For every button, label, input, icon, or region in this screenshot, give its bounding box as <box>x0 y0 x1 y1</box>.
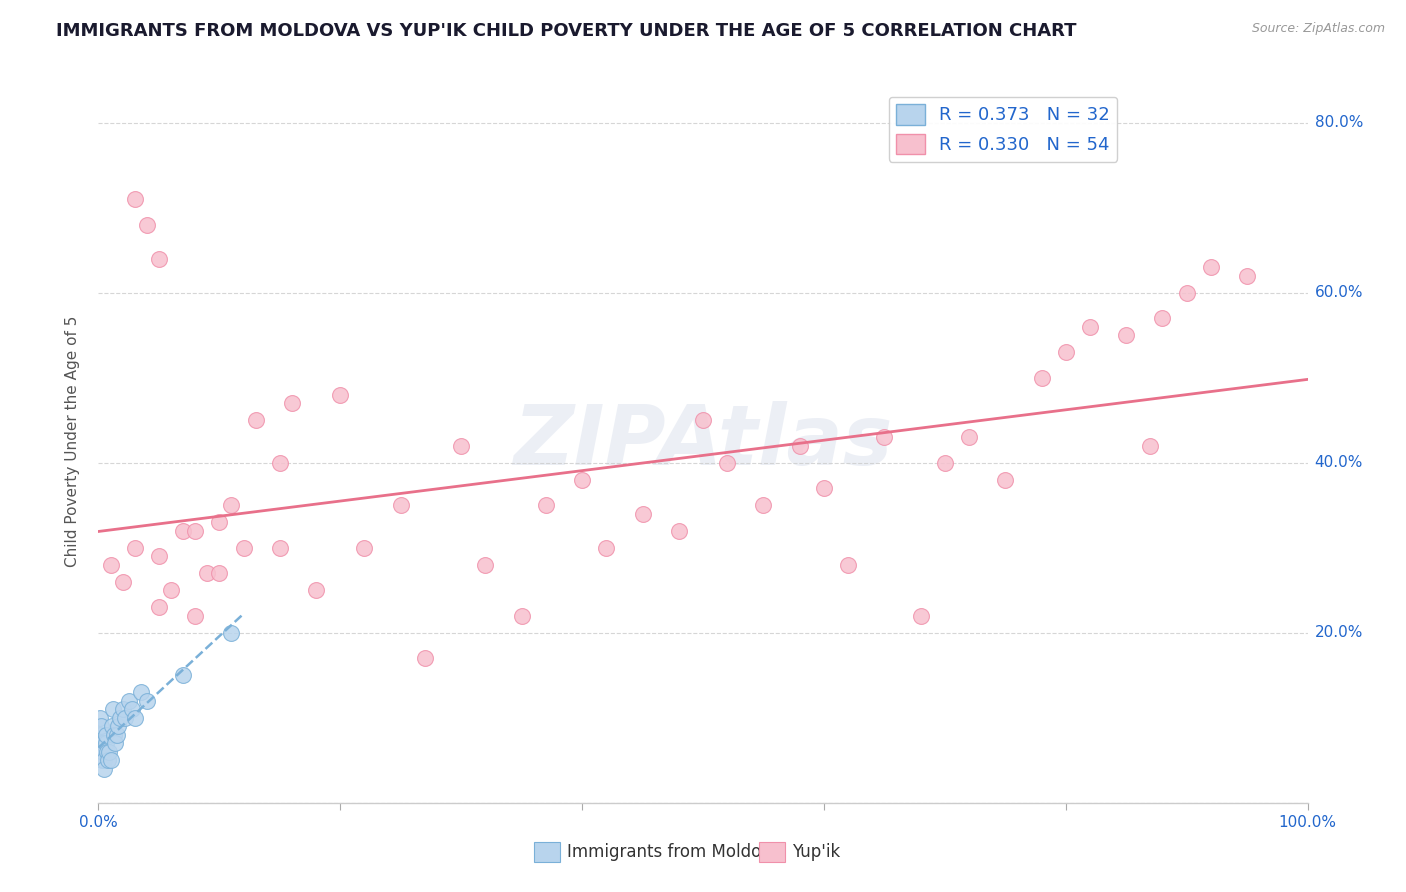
Point <box>97 753 120 767</box>
Point <box>98 745 121 759</box>
Point <box>208 566 231 581</box>
Y-axis label: Child Poverty Under the Age of 5: Child Poverty Under the Age of 5 <box>65 316 80 567</box>
Point <box>172 524 194 538</box>
Point <box>111 574 134 589</box>
Point <box>994 473 1017 487</box>
Point <box>1054 345 1077 359</box>
Point <box>160 583 183 598</box>
Point <box>91 745 114 759</box>
Point <box>957 430 980 444</box>
Point <box>184 524 207 538</box>
Point <box>837 558 859 572</box>
Point <box>305 583 328 598</box>
Point <box>1199 260 1222 275</box>
Point <box>389 498 412 512</box>
Point <box>124 541 146 555</box>
Point <box>571 473 593 487</box>
Point <box>148 549 170 564</box>
Point <box>124 192 146 206</box>
Point <box>813 481 835 495</box>
Point <box>510 608 533 623</box>
Point <box>118 694 141 708</box>
Point <box>105 728 128 742</box>
Point <box>94 728 117 742</box>
Point <box>129 685 152 699</box>
Point <box>96 745 118 759</box>
Point <box>1115 328 1137 343</box>
Point <box>184 608 207 623</box>
Point <box>91 753 114 767</box>
Text: 80.0%: 80.0% <box>1315 115 1362 130</box>
Point <box>450 439 472 453</box>
Text: Immigrants from Moldova: Immigrants from Moldova <box>567 843 780 861</box>
Point <box>100 753 122 767</box>
Point <box>716 456 738 470</box>
Point <box>91 745 114 759</box>
Point <box>100 558 122 572</box>
Point <box>1236 268 1258 283</box>
Point <box>1078 319 1101 334</box>
Point <box>195 566 218 581</box>
Point <box>232 541 254 555</box>
Point <box>148 252 170 266</box>
Point <box>89 728 111 742</box>
Text: IMMIGRANTS FROM MOLDOVA VS YUP'IK CHILD POVERTY UNDER THE AGE OF 5 CORRELATION C: IMMIGRANTS FROM MOLDOVA VS YUP'IK CHILD … <box>56 22 1077 40</box>
Text: Yup'ik: Yup'ik <box>792 843 839 861</box>
Point <box>245 413 267 427</box>
Text: 60.0%: 60.0% <box>1315 285 1362 301</box>
Point <box>90 719 112 733</box>
Point <box>94 736 117 750</box>
Point <box>221 625 243 640</box>
Point <box>89 711 111 725</box>
Point <box>1175 285 1198 300</box>
Point <box>135 694 157 708</box>
Text: 40.0%: 40.0% <box>1315 455 1362 470</box>
Point <box>269 541 291 555</box>
Point <box>124 711 146 725</box>
Point <box>172 668 194 682</box>
Point <box>121 702 143 716</box>
Point <box>873 430 896 444</box>
Point <box>100 719 122 733</box>
Point <box>1139 439 1161 453</box>
Point <box>631 507 654 521</box>
Text: ZIPAtlas: ZIPAtlas <box>513 401 893 482</box>
Point <box>108 711 131 725</box>
Point <box>789 439 811 453</box>
Text: 20.0%: 20.0% <box>1315 625 1362 640</box>
Point <box>93 753 115 767</box>
Point <box>534 498 557 512</box>
Point <box>413 651 436 665</box>
Point <box>752 498 775 512</box>
Point <box>474 558 496 572</box>
Point <box>692 413 714 427</box>
Point <box>1152 311 1174 326</box>
Point <box>934 456 956 470</box>
Point <box>595 541 617 555</box>
Point <box>107 719 129 733</box>
Point <box>329 388 352 402</box>
Point <box>111 702 134 716</box>
Point <box>1031 371 1053 385</box>
Text: Source: ZipAtlas.com: Source: ZipAtlas.com <box>1251 22 1385 36</box>
Point <box>221 498 243 512</box>
Point <box>269 456 291 470</box>
Point <box>208 516 231 530</box>
Point <box>93 762 115 776</box>
Point <box>103 728 125 742</box>
Point <box>281 396 304 410</box>
Point <box>910 608 932 623</box>
Point <box>353 541 375 555</box>
Point <box>91 736 114 750</box>
Point <box>101 702 124 716</box>
Point <box>114 711 136 725</box>
Point <box>668 524 690 538</box>
Point <box>148 600 170 615</box>
Legend: R = 0.373   N = 32, R = 0.330   N = 54: R = 0.373 N = 32, R = 0.330 N = 54 <box>889 96 1118 161</box>
Point <box>90 736 112 750</box>
Point <box>135 218 157 232</box>
Point <box>104 736 127 750</box>
